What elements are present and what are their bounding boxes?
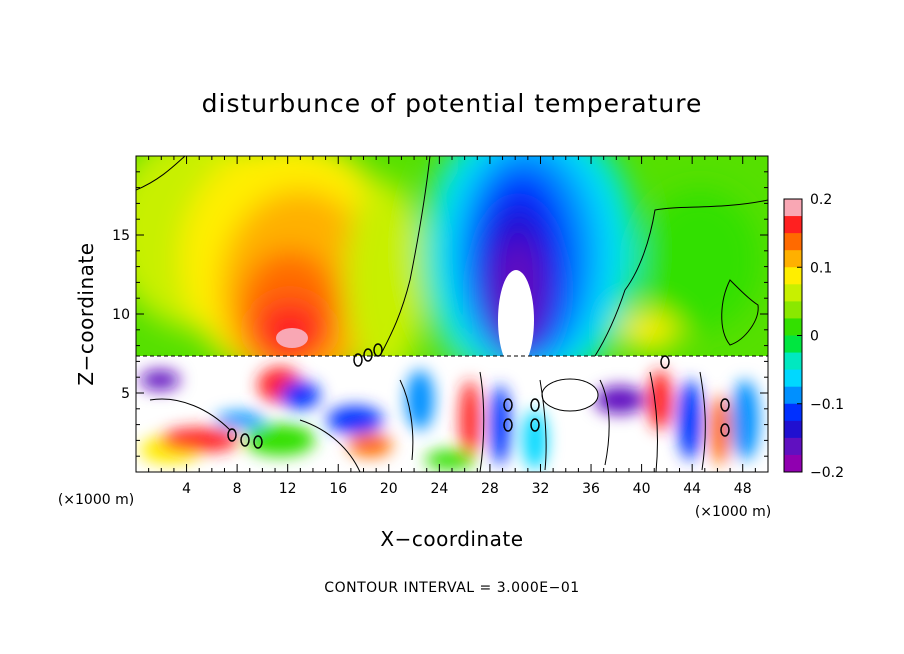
chart-title: disturbunce of potential temperature <box>202 89 703 118</box>
x-unit-right: (×1000 m) <box>695 504 771 520</box>
colorbar-tick-label: −0.2 <box>810 465 844 481</box>
contour-lines <box>136 156 768 472</box>
x-tick-label: 28 <box>481 481 499 497</box>
y-tick-label: 10 <box>112 307 130 323</box>
x-tick-label: 8 <box>233 481 242 497</box>
colorbar-swatch <box>784 386 802 405</box>
colorbar-swatch <box>784 233 802 251</box>
colorbar-tick-label: 0 <box>810 329 819 345</box>
contour-interval-note: CONTOUR INTERVAL = 3.000E−01 <box>324 580 579 596</box>
colorbar-tick-label: −0.1 <box>810 397 844 413</box>
y-tick-label: 5 <box>121 386 130 402</box>
upper-field <box>136 156 760 390</box>
colorbar-swatch <box>784 437 802 456</box>
colorbar-swatch <box>784 369 802 388</box>
y-axis: 5 10 15 <box>112 171 768 457</box>
colorbar-swatch <box>784 352 802 371</box>
x-axis-label: X−coordinate <box>380 527 523 551</box>
colorbar-tick-label: 0.1 <box>810 260 832 276</box>
x-tick-label: 44 <box>683 481 701 497</box>
y-tick-label: 15 <box>112 228 130 244</box>
colorbar-swatch <box>784 284 802 302</box>
warm-core <box>276 328 308 348</box>
x-tick-label: 16 <box>329 481 347 497</box>
cold-core <box>498 270 534 370</box>
x-tick-label: 40 <box>633 481 651 497</box>
x-tick-label: 20 <box>380 481 398 497</box>
x-tick-label: 48 <box>734 481 752 497</box>
x-unit-left: (×1000 m) <box>58 492 134 508</box>
x-tick-label: 4 <box>182 481 191 497</box>
colorbar-swatch <box>784 335 802 354</box>
colorbar-swatch <box>784 318 802 336</box>
colorbar-swatch <box>784 420 802 439</box>
colorbar: 0.2 0.1 0 −0.1 −0.2 <box>783 192 844 481</box>
x-tick-label: 24 <box>430 481 448 497</box>
colorbar-swatch <box>784 199 802 217</box>
colorbar-swatch <box>784 267 802 285</box>
colorbar-tick-label: 0.2 <box>810 192 832 208</box>
colorbar-swatch <box>784 216 802 234</box>
y-axis-label: Z−coordinate <box>74 242 98 385</box>
colorbar-swatch <box>784 301 802 319</box>
x-tick-label: 36 <box>582 481 600 497</box>
x-tick-label: 12 <box>279 481 297 497</box>
colorbar-swatch <box>784 403 802 422</box>
lower-field <box>136 356 768 472</box>
x-tick-label: 32 <box>532 481 550 497</box>
contour-circles <box>227 343 730 449</box>
colorbar-swatch <box>784 454 802 473</box>
plot-area <box>136 156 768 472</box>
x-axis: 4 8 12 16 20 24 28 32 36 40 44 48 <box>148 156 756 497</box>
colorbar-swatch <box>784 250 802 268</box>
